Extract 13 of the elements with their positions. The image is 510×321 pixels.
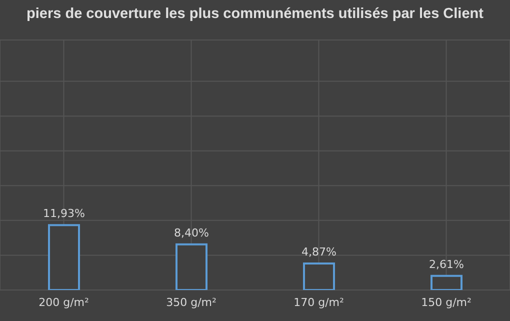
x-tick-label: 350 g/m²: [166, 296, 216, 309]
x-tick-label: 150 g/m²: [421, 296, 472, 309]
bar: [303, 262, 335, 290]
chart-title: piers de couverture les plus communéments utilisés par les Client: [26, 6, 484, 22]
data-label: 11,93%: [43, 207, 85, 220]
data-label: 8,40%: [174, 226, 209, 240]
bar: [176, 243, 208, 290]
data-label: 2,61%: [429, 258, 464, 271]
data-label: 4,87%: [302, 246, 336, 259]
x-tick-label: 200 g/m²: [38, 296, 89, 309]
bar: [48, 224, 80, 290]
bar: [430, 274, 462, 290]
x-tick-label: 170 g/m²: [294, 296, 344, 309]
